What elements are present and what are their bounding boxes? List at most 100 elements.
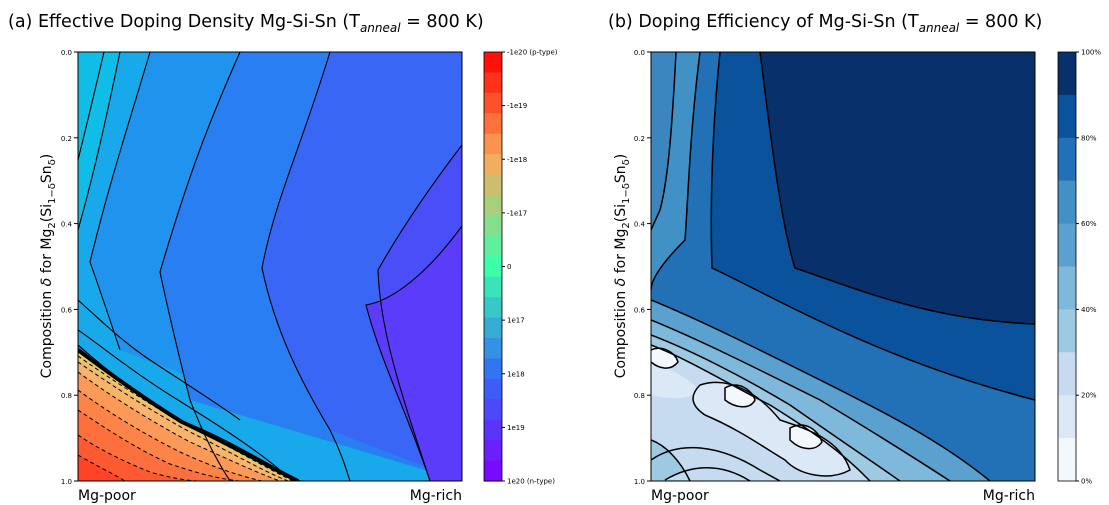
panel-b-frame: [650, 51, 1036, 482]
y-tick-label: 0.2: [61, 135, 72, 143]
panel-b-ylabel: Composition δ for Mg2(Si1−δSnδ): [613, 154, 632, 378]
colorbar-a-tick-label: -1e18: [507, 156, 527, 164]
colorbar-a-segment: [484, 215, 502, 237]
y-tick-label: 0.2: [634, 135, 645, 143]
y-tick-label: 0.8: [634, 392, 645, 400]
b-contour-9: [692, 381, 851, 477]
colorbar-b-segment: [1058, 309, 1076, 353]
y-tick-label: 0.0: [634, 49, 645, 57]
colorbar-a-tick-label: 1e18: [507, 370, 525, 378]
y-tick-label: 1.0: [634, 478, 645, 486]
a-dashed-1: [78, 355, 294, 481]
b-contour-3: [651, 52, 701, 291]
panel-a-frame: [77, 51, 463, 482]
b-band-3: [651, 52, 780, 481]
a-contour-3: [89, 52, 151, 351]
a-contour-7: [365, 225, 462, 481]
b-contour-13: [651, 439, 691, 481]
colorbar-a-tick-label: -1e19: [507, 102, 527, 110]
a-dashed-7: [78, 454, 126, 481]
colorbar-a-segment: [484, 235, 502, 257]
panel-b-colorbar: 0% 20% 40% 60% 80% 100%: [1057, 49, 1101, 486]
a-contour-4: [159, 52, 241, 481]
b-contour-15: [651, 446, 781, 481]
panel-a-xtick-left: Mg-poor: [78, 488, 136, 504]
panel-b-xtick-right: Mg-rich: [983, 488, 1035, 504]
b-contour-6: [651, 319, 951, 481]
a-pband-7: [78, 455, 125, 481]
colorbar-b-segment: [1058, 395, 1076, 439]
a-dashed-2: [78, 361, 289, 481]
b-contour-11: [789, 424, 823, 450]
colorbar-a-segment: [484, 113, 502, 135]
b-contour-10: [724, 384, 756, 408]
a-dashed-4: [78, 389, 263, 481]
a-dashed-5: [78, 409, 241, 481]
colorbar-b-tick-label: 100%: [1081, 49, 1101, 57]
colorbar-a-tick-label: -1e20 (p-type): [507, 49, 558, 57]
b-band-8a: [651, 360, 700, 399]
y-tick-label: 0.0: [61, 49, 72, 57]
y-tick-label: 0.4: [634, 221, 646, 229]
colorbar-a-segment: [484, 195, 502, 217]
colorbar-b-segment: [1058, 352, 1076, 396]
colorbar-a-segment: [484, 92, 502, 114]
colorbar-a-segment: [484, 338, 502, 360]
panel-a-heatmap: [78, 52, 462, 481]
colorbar-b-tick-label: 80%: [1081, 134, 1097, 142]
panel-b-y-ticks: 0.0 0.2 0.4 0.6 0.8 1.0: [634, 49, 651, 486]
panel-a-xtick-right: Mg-rich: [410, 488, 462, 504]
colorbar-a-segment: [484, 358, 502, 380]
panel-b-xtick-left: Mg-poor: [651, 488, 709, 504]
a-band-7: [366, 226, 462, 481]
colorbar-b-segment: [1058, 137, 1076, 182]
b-contours: [651, 52, 1035, 481]
colorbar-a-segment: [484, 276, 502, 298]
colorbar-a-segment: [484, 52, 502, 74]
colorbar-b-segment: [1058, 94, 1076, 139]
b-band-3b: [651, 52, 676, 230]
a-contours-dashed: [78, 355, 294, 481]
b-contour-5: [651, 299, 991, 481]
a-dashed-3: [78, 371, 281, 481]
y-tick-label: 0.8: [61, 392, 72, 400]
colorbar-a-tick-label: 1e17: [507, 317, 525, 325]
y-tick-label: 1.0: [61, 478, 72, 486]
panel-b-title: (b) Doping Efficiency of Mg-Si-Sn (Tanne…: [608, 12, 1042, 35]
panel-a-y-ticks: 0.0 0.2 0.4 0.6 0.8 1.0: [61, 49, 78, 486]
colorbar-a-segment: [484, 317, 502, 339]
colorbar-b-tick-label: 0%: [1081, 478, 1092, 486]
panel-a-ylabel: Composition δ for Mg2(Si1−δSnδ): [39, 154, 58, 378]
a-contour-2: [78, 52, 121, 231]
colorbar-a-segment: [484, 419, 502, 441]
colorbar-a-segment: [484, 399, 502, 421]
a-contour-6: [377, 144, 462, 481]
colorbar-a-tick-label: -1e17: [507, 209, 527, 217]
colorbar-b-tick-label: 20%: [1081, 392, 1097, 400]
colorbar-a-segment: [484, 174, 502, 196]
a-contour-zero: [78, 348, 299, 481]
colorbar-a-segment: [484, 133, 502, 155]
a-contour-9: [78, 329, 281, 471]
colorbar-a-segment: [484, 378, 502, 400]
colorbar-b-segment: [1058, 52, 1076, 96]
colorbar-a-tick-label: 0: [507, 263, 511, 271]
panel-b-heatmap: [651, 52, 1035, 481]
a-contour-1: [78, 52, 105, 161]
colorbar-a-tick-label: 1e20 (n-type): [507, 478, 555, 486]
a-dashed-6: [78, 434, 201, 481]
colorbar-b-tick-label: 60%: [1081, 220, 1097, 228]
colorbar-b-frame: [1057, 51, 1077, 482]
b-contour-2: [710, 52, 1035, 401]
y-tick-label: 0.6: [61, 306, 73, 314]
colorbar-a-segment: [484, 440, 502, 462]
a-pband-6: [78, 435, 200, 481]
colorbar-a-segment: [484, 297, 502, 319]
b-contour-1: [759, 52, 1035, 325]
colorbar-a-segment: [484, 460, 502, 482]
colorbar-b-segment: [1058, 438, 1076, 482]
panel-a-title: (a) Effective Doping Density Mg-Si-Sn (T…: [8, 12, 484, 35]
colorbar-a-segment: [484, 154, 502, 176]
colorbar-b-segment: [1058, 266, 1076, 310]
